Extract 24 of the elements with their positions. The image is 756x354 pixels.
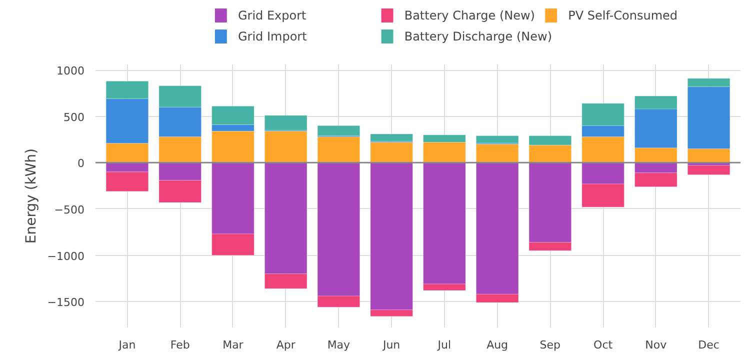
x-tick-label: Sep bbox=[540, 338, 561, 352]
y-axis-title: Energy (kWh) bbox=[23, 148, 40, 244]
y-tick-label: 500 bbox=[64, 110, 85, 124]
y-tick-label: 1000 bbox=[56, 64, 85, 78]
legend-label: PV Self-Consumed bbox=[568, 8, 678, 22]
x-tick-label: Oct bbox=[594, 338, 614, 352]
y-tick-label: 0 bbox=[78, 157, 84, 170]
x-tick-label: Aug bbox=[486, 338, 508, 352]
x-tick-label: Feb bbox=[170, 338, 190, 352]
legend-label: Grid Export bbox=[238, 8, 307, 22]
x-tick-label: May bbox=[327, 338, 351, 352]
legend-label: Grid Import bbox=[238, 30, 308, 44]
y-tick-label: −500 bbox=[54, 203, 85, 216]
x-tick-label: Dec bbox=[698, 338, 720, 352]
x-tick-label: Apr bbox=[276, 338, 296, 352]
legend-label: Battery Charge (New) bbox=[404, 8, 535, 22]
legend-label: Battery Discharge (New) bbox=[404, 30, 552, 44]
x-tick-label: Jun bbox=[382, 338, 400, 352]
x-tick-label: Nov bbox=[645, 338, 668, 352]
y-tick-label: −1000 bbox=[47, 250, 85, 263]
y-tick-label: −1500 bbox=[47, 296, 85, 310]
x-tick-label: Jul bbox=[436, 338, 452, 352]
x-tick-label: Mar bbox=[222, 338, 244, 352]
x-tick-label: Jan bbox=[118, 338, 136, 352]
